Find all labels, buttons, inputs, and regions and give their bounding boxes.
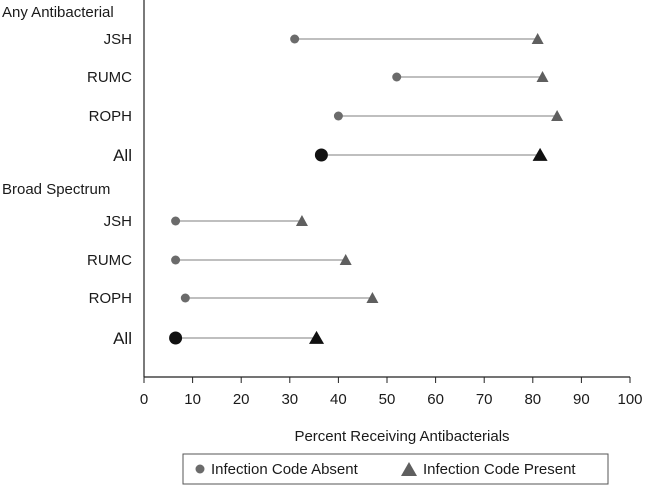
present-point	[536, 70, 549, 82]
present-point	[531, 32, 544, 44]
present-point	[339, 253, 352, 265]
row-label: All	[113, 329, 132, 348]
row-label: RUMC	[87, 69, 132, 86]
x-tick-label: 0	[140, 391, 148, 408]
row-label: RUMC	[87, 252, 132, 269]
x-axis-title: Percent Receiving Antibacterials	[294, 428, 509, 445]
absent-point	[180, 293, 190, 303]
group-label: Broad Spectrum	[2, 181, 110, 198]
legend-marker-absent	[195, 464, 205, 474]
present-point	[532, 147, 548, 161]
legend-label-absent: Infection Code Absent	[211, 461, 359, 478]
x-tick-label: 60	[427, 391, 444, 408]
x-tick-label: 100	[617, 391, 642, 408]
x-tick-label: 20	[233, 391, 250, 408]
absent-point	[171, 216, 181, 226]
present-point	[309, 330, 325, 344]
present-point	[551, 109, 564, 121]
absent-point	[314, 148, 328, 162]
x-axis: 0 10 20 30 40 50 60 70 80 90 100	[140, 0, 643, 408]
absent-point	[333, 111, 343, 121]
legend-marker-present	[401, 462, 417, 476]
x-tick-label: 30	[281, 391, 298, 408]
legend-label-present: Infection Code Present	[423, 461, 576, 478]
absent-point	[171, 255, 181, 265]
legend-box	[182, 453, 609, 485]
x-tick-label: 40	[330, 391, 347, 408]
row-label: ROPH	[89, 108, 132, 125]
absent-point	[169, 331, 183, 345]
x-tick-label: 90	[573, 391, 590, 408]
row-label: ROPH	[89, 290, 132, 307]
present-point	[295, 214, 308, 226]
present-point	[366, 291, 379, 303]
row-label: All	[113, 146, 132, 165]
row-label: JSH	[104, 31, 132, 48]
absent-point	[392, 72, 402, 82]
x-tick-label: 10	[184, 391, 201, 408]
group-label: Any Antibacterial	[2, 4, 114, 21]
row-label: JSH	[104, 213, 132, 230]
x-tick-label: 50	[379, 391, 396, 408]
absent-point	[290, 34, 300, 44]
x-tick-label: 70	[476, 391, 493, 408]
legend: Infection Code Absent Infection Code Pre…	[182, 453, 609, 485]
x-tick-label: 80	[524, 391, 541, 408]
